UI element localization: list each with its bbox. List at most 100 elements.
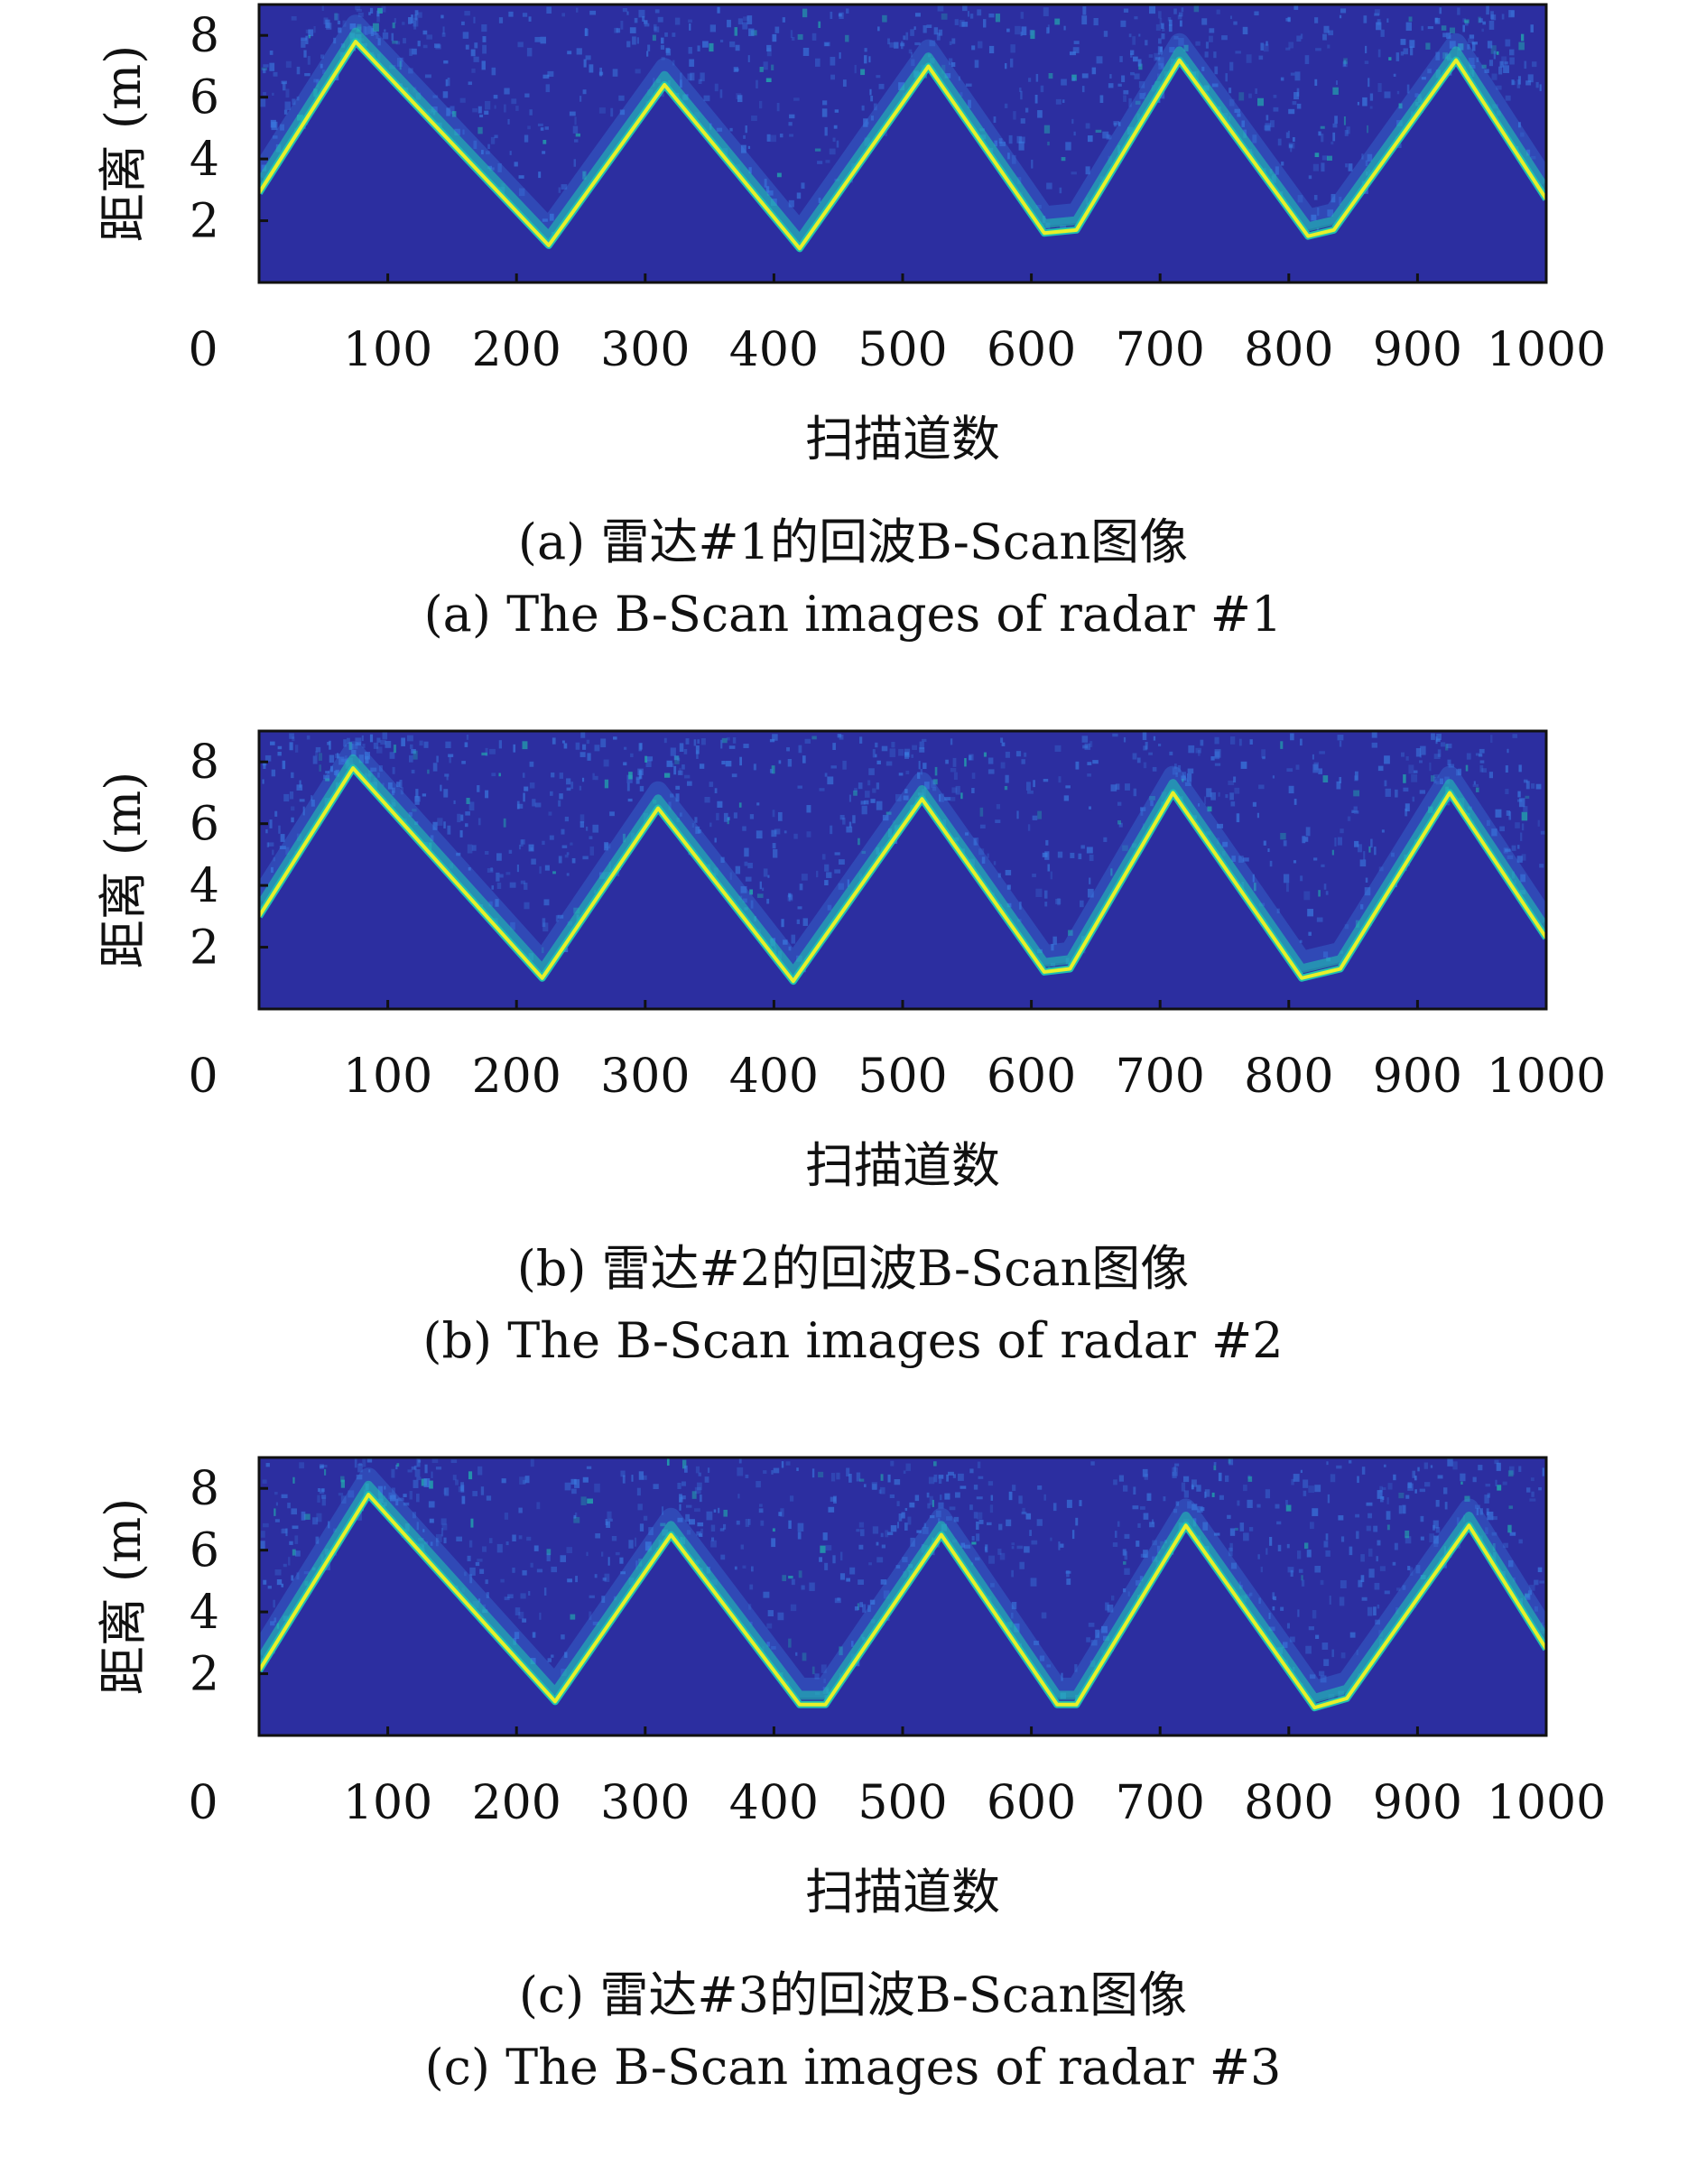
clutter-speckle (594, 1483, 600, 1493)
clutter-speckle (716, 127, 723, 132)
clutter-speckle (615, 1551, 620, 1556)
clutter-speckle (1208, 35, 1213, 42)
clutter-speckle (385, 740, 392, 748)
clutter-speckle (408, 812, 413, 817)
clutter-speckle (740, 885, 747, 893)
clutter-speckle (301, 1511, 306, 1521)
clutter-speckle (1103, 31, 1108, 37)
clutter-speckle (1328, 30, 1334, 36)
clutter-speckle (1011, 1612, 1014, 1619)
clutter-speckle (1518, 1466, 1522, 1473)
clutter-speckle (319, 764, 321, 772)
clutter-speckle (1123, 736, 1127, 743)
clutter-speckle (1308, 175, 1312, 180)
y-tick-label: 8 (190, 9, 219, 63)
clutter-speckle (1044, 890, 1048, 899)
clutter-speckle (468, 801, 475, 811)
clutter-speckle (683, 748, 688, 754)
clutter-speckle (671, 763, 674, 768)
clutter-speckle (871, 1482, 877, 1490)
clutter-speckle (532, 1632, 536, 1638)
clutter-speckle (695, 826, 700, 834)
clutter-speckle (774, 26, 780, 33)
clutter-speckle (1130, 50, 1135, 55)
clutter-speckle (296, 66, 301, 75)
clutter-speckle (748, 1604, 752, 1610)
clutter-speckle (987, 1481, 993, 1486)
clutter-speckle (1474, 1504, 1480, 1509)
clutter-speckle (477, 106, 482, 114)
clutter-speckle (522, 1618, 527, 1623)
clutter-speckle (413, 21, 417, 30)
clutter-speckle (1320, 125, 1325, 129)
clutter-speckle (848, 794, 851, 802)
clutter-speckle (1138, 80, 1145, 88)
clutter-speckle (1086, 847, 1093, 854)
clutter-speckle (549, 791, 553, 796)
clutter-speckle (604, 779, 609, 789)
clutter-speckle (859, 1478, 865, 1482)
clutter-speckle (710, 1537, 715, 1541)
clutter-speckle (1006, 1519, 1012, 1527)
clutter-speckle (1123, 1560, 1127, 1565)
clutter-speckle (579, 821, 585, 828)
clutter-speckle (363, 25, 366, 34)
clutter-speckle (395, 1464, 398, 1470)
clutter-speckle (1264, 125, 1270, 131)
clutter-speckle (788, 1520, 792, 1530)
clutter-speckle (1520, 832, 1523, 841)
clutter-speckle (435, 1533, 442, 1542)
clutter-speckle (1321, 162, 1325, 172)
clutter-speckle (854, 64, 857, 74)
clutter-speckle (1527, 74, 1534, 83)
clutter-speckle (832, 137, 836, 143)
clutter-speckle (787, 758, 793, 767)
clutter-speckle (365, 26, 368, 35)
clutter-speckle (945, 759, 949, 764)
clutter-speckle (566, 852, 570, 856)
clutter-speckle (1304, 837, 1309, 842)
clutter-speckle (1020, 90, 1023, 100)
clutter-speckle (630, 753, 634, 757)
clutter-speckle (1381, 829, 1385, 833)
clutter-speckle (702, 41, 709, 48)
clutter-speckle (1068, 930, 1073, 936)
clutter-speckle (263, 64, 269, 68)
clutter-speckle (291, 817, 294, 823)
clutter-speckle (1321, 864, 1325, 867)
clutter-speckle (870, 799, 876, 803)
clutter-speckle (449, 756, 451, 763)
clutter-speckle (801, 874, 808, 881)
clutter-speckle (1000, 737, 1004, 744)
clutter-speckle (1145, 741, 1148, 750)
clutter-speckle (1065, 785, 1071, 789)
clutter-speckle (357, 12, 364, 17)
clutter-speckle (464, 1571, 467, 1577)
clutter-speckle (380, 739, 386, 745)
clutter-speckle (1043, 1494, 1046, 1501)
clutter-speckle (949, 1506, 956, 1511)
clutter-speckle (282, 1528, 288, 1534)
clutter-speckle (1348, 163, 1353, 171)
clutter-speckle (587, 1498, 593, 1504)
clutter-speckle (1112, 733, 1118, 737)
clutter-speckle (1496, 85, 1502, 90)
clutter-speckle (1407, 1566, 1411, 1570)
clutter-speckle (944, 1493, 950, 1500)
clutter-speckle (762, 887, 765, 892)
clutter-speckle (373, 31, 377, 35)
clutter-speckle (289, 733, 294, 739)
clutter-speckle (334, 13, 339, 21)
clutter-speckle (852, 815, 856, 824)
clutter-speckle (1479, 764, 1484, 773)
clutter-speckle (1240, 761, 1247, 769)
clutter-speckle (1508, 1505, 1513, 1509)
clutter-speckle (1183, 44, 1189, 51)
clutter-speckle (1494, 1459, 1499, 1465)
clutter-speckle (1246, 54, 1252, 63)
clutter-speckle (998, 1523, 1003, 1531)
clutter-speckle (767, 875, 770, 878)
clutter-speckle (1338, 1515, 1344, 1521)
clutter-speckle (1497, 1485, 1502, 1491)
clutter-speckle (1478, 754, 1483, 757)
